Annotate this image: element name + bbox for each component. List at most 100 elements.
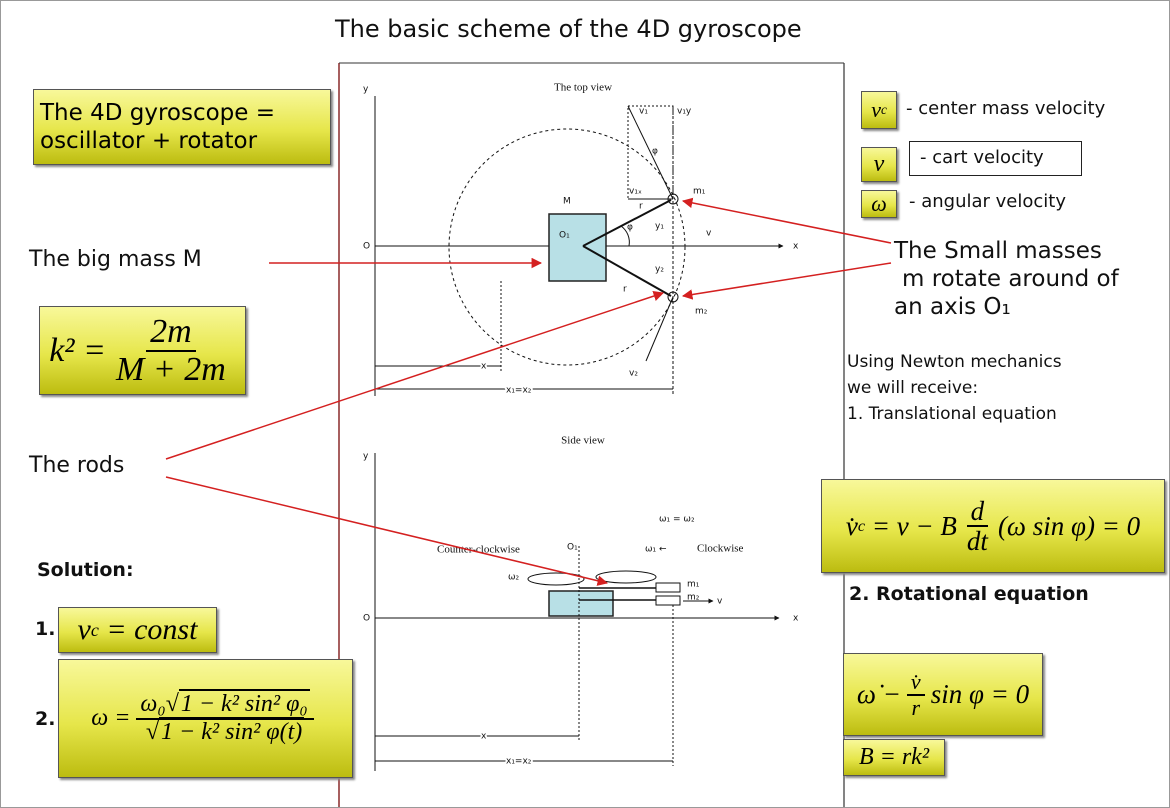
label: ω₂ <box>508 573 520 583</box>
legend-text: - center mass velocity <box>906 98 1106 119</box>
label: m₁ <box>687 580 700 590</box>
label: y <box>363 452 369 462</box>
label: O <box>363 614 370 624</box>
symbol-box: ω <box>861 190 897 218</box>
formula-part: v̇ <box>906 670 925 696</box>
view-title: The top view <box>554 82 612 94</box>
label: The big mass M <box>29 247 202 272</box>
label: r <box>623 285 627 295</box>
formula-box: B = rk² <box>843 739 945 776</box>
headline-box: The 4D gyroscope = oscillator + rotator <box>33 89 331 165</box>
small-mass <box>655 595 681 606</box>
side-view <box>374 453 780 771</box>
symbol: ω <box>871 191 887 216</box>
top-view <box>374 96 784 396</box>
side-view-labels: Side view y O x ω₁ = ω₂ Counter-clockwis… <box>363 435 799 769</box>
top-view-labels: The top view y O x M O₁ v₁ v₁y φ v₁ₓ r m… <box>363 82 799 398</box>
label: r <box>639 202 643 212</box>
label: x <box>481 732 487 742</box>
small-masses: The Small masses m rotate around of an a… <box>894 237 1119 321</box>
label: M <box>563 197 571 207</box>
label: O₁ <box>559 231 570 241</box>
label: 1. <box>35 618 56 640</box>
formula-part: sin φ = 0 <box>930 679 1030 709</box>
label: x₁=x₂ <box>506 386 532 396</box>
line: m rotate around of <box>902 266 1119 292</box>
formula-part: ω̇ − <box>856 679 901 709</box>
formula-part: 1 − k² sin² φ₀ <box>178 689 310 718</box>
label: v₁y <box>677 107 692 117</box>
pointer <box>681 197 892 244</box>
velocity <box>627 105 674 200</box>
label: m₂ <box>695 307 708 317</box>
pointers <box>165 197 892 586</box>
rotation <box>527 572 585 586</box>
symbol: v <box>873 151 885 177</box>
label: m₁ <box>693 187 706 197</box>
formula: v̇ c = v − B d dt (ω sin φ) = 0 <box>845 496 1141 555</box>
line: The Small masses <box>894 238 1102 264</box>
orbit <box>448 128 686 366</box>
big-mass <box>548 213 607 282</box>
formula-part: (ω sin φ) = 0 <box>997 510 1141 541</box>
formula-box: ω̇ − v̇ r sin φ = 0 <box>843 653 1043 736</box>
big-mass <box>548 590 614 617</box>
symbol: c <box>880 102 887 117</box>
label: v₂ <box>629 369 638 379</box>
label: y₂ <box>655 265 664 275</box>
formula: B = rk² <box>858 744 930 770</box>
legend-text: - angular velocity <box>909 191 1066 212</box>
line: Using Newton mechanics <box>847 352 1062 372</box>
label: Clockwise <box>697 543 744 555</box>
headline: The 4D gyroscope = <box>40 100 276 126</box>
formula-box: ω = ω₀√1 − k² sin² φ₀ √1 − k² sin² φ(t) <box>58 659 353 778</box>
formula-part: d <box>966 496 989 527</box>
label: ω₁ ← <box>645 545 667 555</box>
formula-box: k² = 2m M + 2m <box>39 306 246 395</box>
line: an axis O₁ <box>894 294 1011 320</box>
headline: oscillator + rotator <box>40 128 258 154</box>
formula-part: k² = <box>49 331 106 369</box>
formula-part: v̇ <box>845 510 858 541</box>
formula: ω̇ − v̇ r sin φ = 0 <box>857 670 1029 718</box>
formula: k² = 2m M + 2m <box>49 314 236 387</box>
formula-box: v̇ c = v − B d dt (ω sin φ) = 0 <box>821 479 1165 573</box>
label: Solution: <box>37 559 134 581</box>
symbol-box: v <box>861 147 897 182</box>
formula-part: c <box>857 516 865 535</box>
label: O₁ <box>567 543 578 553</box>
formula-part: 1 − k² sin² φ(t) <box>159 716 305 745</box>
label: The rods <box>29 453 125 478</box>
label: x₁=x₂ <box>506 757 532 767</box>
formula-part: ω₀ <box>140 691 166 718</box>
line: we will receive: <box>847 378 979 398</box>
formula-part: = const <box>106 613 198 646</box>
rotation <box>595 570 657 584</box>
label: y <box>363 85 369 95</box>
label: φ <box>627 223 633 233</box>
formula-part: ω = <box>91 705 131 731</box>
formula-part: c <box>90 619 99 640</box>
label: v₁ₓ <box>629 187 642 197</box>
formula-part: 2m <box>146 314 196 352</box>
formula: ω = ω₀√1 − k² sin² φ₀ √1 − k² sin² φ(t) <box>91 689 319 745</box>
small-mass <box>655 582 681 593</box>
legend-text: - cart velocity <box>909 141 1082 176</box>
title: The basic scheme of the 4D gyroscope <box>335 15 802 43</box>
view-title: Side view <box>561 435 605 447</box>
label: φ <box>652 147 658 157</box>
label: v₁ <box>639 107 648 117</box>
label: m₂ <box>687 593 700 603</box>
pointer <box>681 262 892 300</box>
pointer <box>165 291 664 460</box>
rod <box>582 199 672 247</box>
label: x <box>793 614 799 624</box>
label: ω₁ = ω₂ <box>659 515 695 525</box>
pointer <box>165 476 609 586</box>
label: x <box>793 242 799 252</box>
